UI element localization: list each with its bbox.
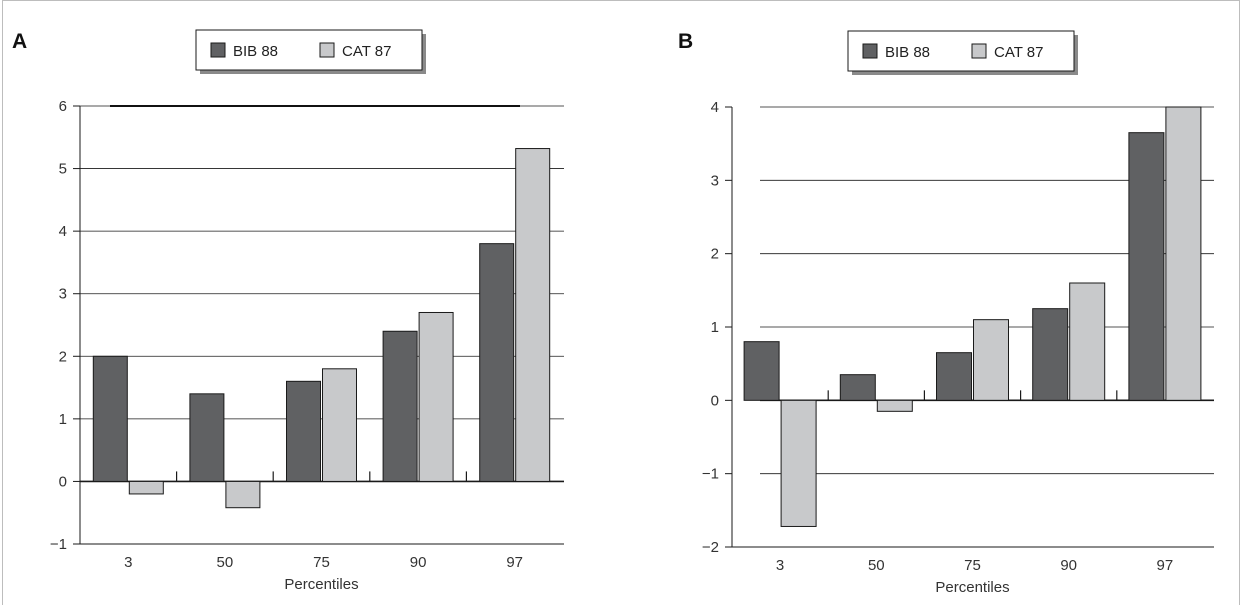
bar-bib88-p75 [287,381,321,481]
legend-swatch-cat87-b [972,44,986,58]
y-tick-label: 4 [711,99,719,116]
y-tick-label: 3 [59,286,67,303]
bar-cat87-p97 [1166,107,1201,400]
x-tick-labels-a: 3 50 75 90 97 [124,554,523,571]
y-tick-label: −2 [702,539,719,556]
chart-panel-a: A −1 0 1 2 3 4 5 6 3 50 75 90 97 Percentiles BIB 88… [12,30,564,593]
bar-cat87-p50 [877,400,912,411]
bar-cat87-p90 [1070,283,1105,400]
x-axis-title-b: Percentiles [935,579,1009,596]
legend-label-cat87-a: CAT 87 [342,43,391,60]
y-tick-label: 0 [711,392,719,409]
legend-a: BIB 88 CAT 87 [196,30,426,74]
x-tick-label: 97 [506,554,523,571]
bars-a [93,149,549,508]
y-tick-label: 0 [59,473,67,490]
y-tick-label: 3 [711,172,719,189]
bar-bib88-p3 [744,342,779,401]
bar-cat87-p3 [781,400,816,526]
y-tick-label: 5 [59,161,67,178]
y-tick-label: 1 [59,411,67,428]
x-tick-label: 75 [313,554,330,571]
x-tick-label: 50 [868,557,885,574]
x-tick-label: 3 [776,557,784,574]
bar-cat87-p75 [974,320,1009,401]
bar-bib88-p3 [93,356,127,481]
panel-label-a: A [12,30,27,53]
x-tick-label: 50 [217,554,234,571]
y-tick-label: −1 [50,536,67,553]
bar-bib88-p97 [1129,133,1164,401]
x-tick-label: 90 [1060,557,1077,574]
legend-label-cat87-b: CAT 87 [994,44,1043,61]
y-tick-labels-a: −1 0 1 2 3 4 5 6 [50,98,67,553]
legend-swatch-cat87-a [320,43,334,57]
chart-panel-b: B −2 −1 0 1 2 3 4 3 50 75 90 97 Percentiles BIB 88… [678,30,1214,596]
bar-cat87-p75 [323,369,357,482]
y-tick-label: −1 [702,466,719,483]
x-tick-labels-b: 3 50 75 90 97 [776,557,1173,574]
bar-bib88-p90 [1033,309,1068,401]
legend-swatch-bib88-a [211,43,225,57]
legend-swatch-bib88-b [863,44,877,58]
bar-bib88-p50 [190,394,224,482]
legend-label-bib88-a: BIB 88 [233,43,278,60]
bars-b [744,107,1201,526]
bar-bib88-p50 [840,375,875,401]
x-tick-label: 97 [1157,557,1174,574]
x-axis-title-a: Percentiles [284,576,358,593]
y-tick-label: 1 [711,319,719,336]
panel-label-b: B [678,30,693,53]
x-tick-label: 90 [410,554,427,571]
bar-bib88-p97 [480,244,514,482]
bar-cat87-p50 [226,481,260,507]
bar-bib88-p75 [937,353,972,401]
x-tick-label: 3 [124,554,132,571]
x-tick-label: 75 [964,557,981,574]
y-tick-label: 2 [59,348,67,365]
bar-bib88-p90 [383,331,417,481]
bar-cat87-p90 [419,312,453,481]
y-tick-label: 2 [711,246,719,263]
bar-cat87-p97 [516,149,550,482]
y-tick-label: 4 [59,223,67,240]
y-tick-label: 6 [59,98,67,115]
legend-label-bib88-b: BIB 88 [885,44,930,61]
bar-cat87-p3 [129,481,163,494]
legend-b: BIB 88 CAT 87 [848,31,1078,75]
y-tick-labels-b: −2 −1 0 1 2 3 4 [702,99,719,556]
